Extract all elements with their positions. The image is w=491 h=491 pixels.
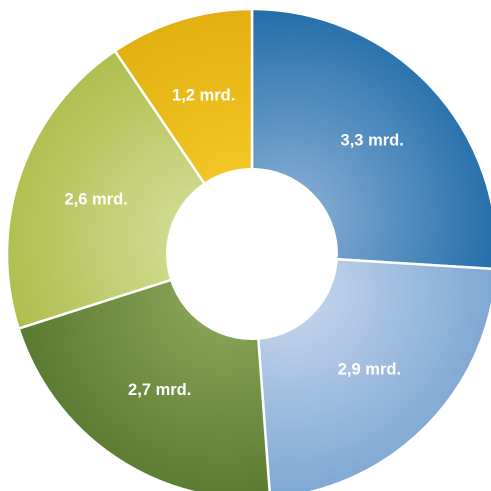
slice-label-0: 3,3 mrd. [341,131,404,149]
slice-label-3: 2,6 mrd. [64,190,127,208]
slice-label-1: 2,9 mrd. [338,360,401,378]
donut-slices [5,7,491,491]
slice-label-4: 1,2 mrd. [172,87,235,105]
slice-labels: 3,3 mrd. 2,9 mrd. 2,7 mrd. 2,6 mrd. 1,2 mrd. [64,87,403,400]
donut-hole [166,168,338,340]
slice-label-2: 2,7 mrd. [128,381,191,399]
